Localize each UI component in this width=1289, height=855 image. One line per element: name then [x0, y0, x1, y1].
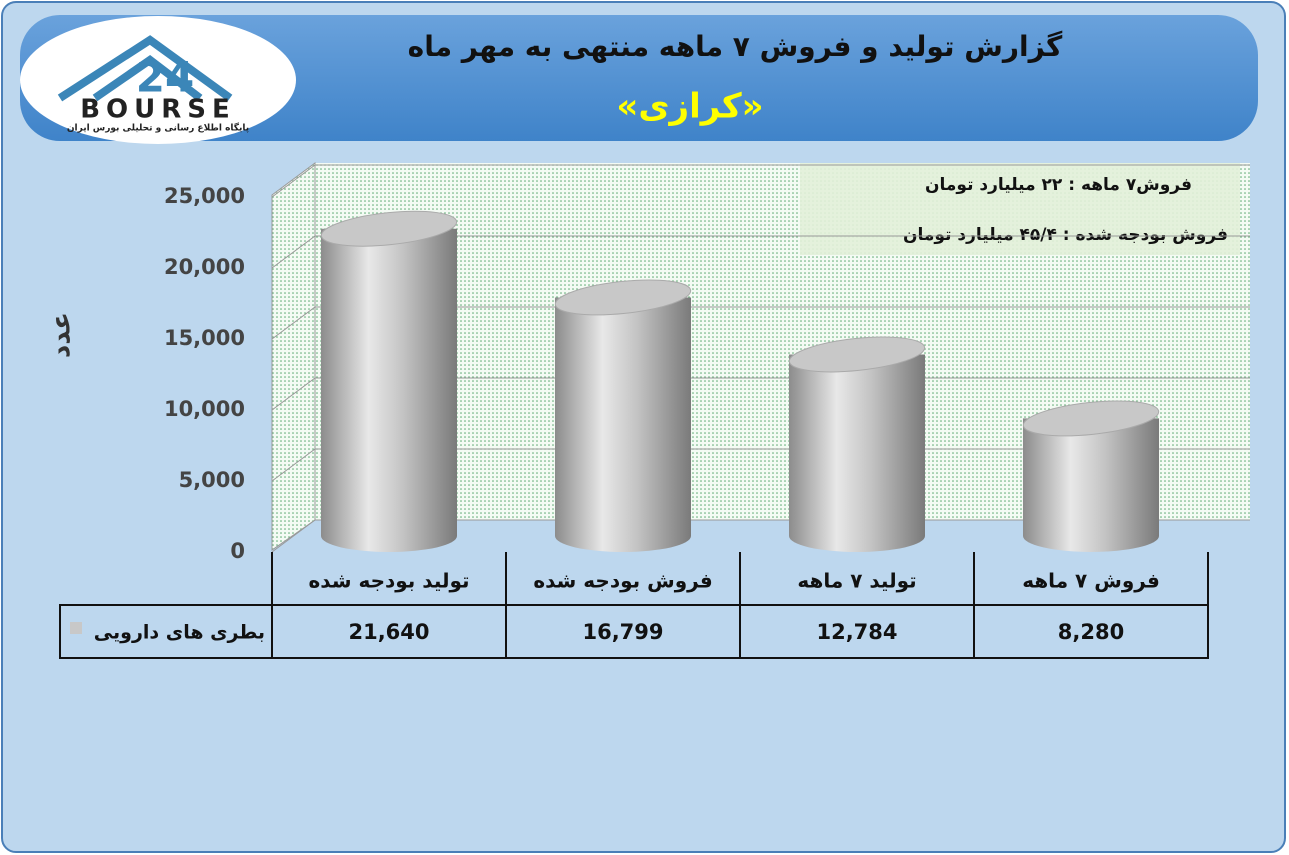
- logo-tagline: پایگاه اطلاع رسانی و تحلیلی بورس ایران: [67, 122, 249, 134]
- bar: [320, 210, 458, 552]
- x-tick-label: فروش ۷ ماهه: [1022, 569, 1160, 593]
- logo-shape: [57, 35, 233, 102]
- grid-line: [271, 306, 1250, 340]
- bar: [788, 336, 926, 552]
- banner: [20, 15, 1258, 141]
- cylinder-body: [321, 228, 457, 552]
- cylinder-body: [1023, 418, 1159, 552]
- y-tick-label: 5,000: [179, 468, 245, 492]
- cylinder-top: [1022, 400, 1160, 437]
- logo-mark: 24: [136, 53, 194, 102]
- legend-swatch: [70, 622, 82, 634]
- bar: [1022, 400, 1160, 552]
- cylinder-top: [320, 210, 458, 247]
- y-tick-label: 0: [230, 539, 245, 563]
- value-label: 8,280: [1058, 620, 1124, 644]
- chart-title: گزارش تولید و فروش ۷ ماهه منتهی به مهر م…: [408, 30, 1063, 63]
- annotation-box: [800, 163, 1240, 255]
- grid-line: [271, 164, 1250, 198]
- y-tick-label: 15,000: [164, 326, 245, 350]
- annotation: فروش۷ ماهه : ۲۲ میلیارد تومان: [925, 175, 1192, 195]
- x-tick-label: تولید ۷ ماهه: [797, 569, 916, 593]
- value-label: 12,784: [816, 620, 897, 644]
- value-label: 16,799: [582, 620, 663, 644]
- y-tick-label: 25,000: [164, 184, 245, 208]
- x-tick-label: تولید بودجه شده: [308, 569, 469, 593]
- legend-label: بطری های دارویی: [94, 622, 265, 644]
- cylinder-body: [789, 354, 925, 552]
- grid-line: [271, 377, 1250, 411]
- cylinder-top: [788, 336, 926, 373]
- side-wall: [271, 162, 316, 551]
- grid: 0 5,000 10,000 15,000 20,000 25,000: [164, 164, 1250, 563]
- annotation: فروش بودجه شده : ۴۵/۴ میلیارد تومان: [903, 225, 1228, 245]
- y-tick-label: 10,000: [164, 397, 245, 421]
- grid-line: [271, 519, 1250, 553]
- cylinder-body: [555, 297, 691, 552]
- grid-line: [271, 448, 1250, 482]
- data-table: بطری های دارویی 21,640 16,799 12,784 8,280 تو…: [59, 552, 1209, 659]
- cylinder-top: [554, 279, 692, 316]
- y-axis-label: عدد: [47, 312, 77, 358]
- y-tick-label: 20,000: [164, 255, 245, 279]
- x-tick-label: فروش بودجه شده: [533, 569, 712, 593]
- logo-name: BOURSE: [80, 95, 236, 125]
- logo-bg: [20, 16, 296, 144]
- bars: [320, 210, 1160, 552]
- value-label: 21,640: [348, 620, 429, 644]
- bar: [554, 279, 692, 552]
- chart-subtitle: «کرازی»: [616, 87, 763, 127]
- grid-line: [271, 235, 1250, 269]
